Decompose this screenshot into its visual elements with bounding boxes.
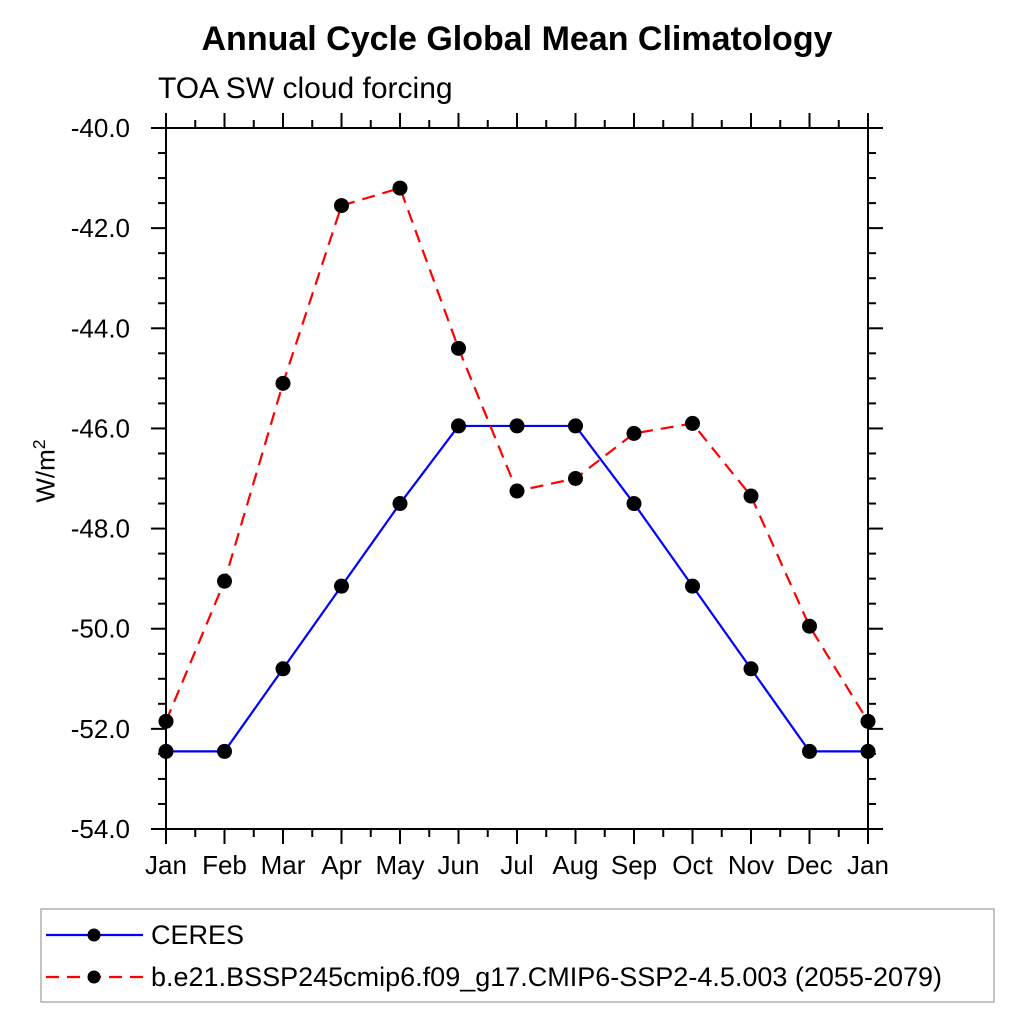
y-axis-label-sup: 2: [29, 439, 49, 450]
series-line-1: [164, 186, 869, 722]
data-point: [392, 180, 408, 196]
data-point: [626, 496, 642, 512]
x-tick-label: Jun: [438, 850, 480, 880]
y-tick-label: -50.0: [71, 614, 130, 644]
data-point: [158, 743, 174, 759]
x-tick-label: Sep: [611, 850, 657, 880]
legend-label: b.e21.BSSP245cmip6.f09_g17.CMIP6-SSP2-4.…: [151, 962, 942, 992]
data-point: [626, 425, 642, 441]
data-point: [509, 418, 525, 434]
data-point: [802, 618, 817, 634]
data-point: [860, 713, 876, 729]
data-point: [685, 415, 700, 431]
legend-marker: [87, 970, 101, 984]
x-tick-label: Nov: [728, 850, 774, 880]
data-point: [568, 471, 583, 486]
x-tick-label: Aug: [552, 850, 598, 880]
data-point: [334, 198, 349, 214]
data-point: [275, 661, 291, 677]
y-axis-label-base: W/m: [30, 449, 61, 503]
x-tick-label: Dec: [786, 850, 832, 880]
legend-marker: [87, 928, 101, 942]
y-tick-label: -44.0: [71, 313, 130, 343]
x-tick-label: Jan: [145, 850, 187, 880]
chart-title: Annual Cycle Global Mean Climatology: [201, 20, 833, 58]
x-tick-label: May: [375, 850, 424, 880]
data-point: [685, 578, 700, 594]
x-tick-label: Feb: [202, 850, 247, 880]
data-point: [451, 340, 466, 356]
data-point: [509, 483, 525, 499]
x-tick-label: Jan: [847, 850, 889, 880]
plot-frame: [165, 127, 869, 830]
data-point: [392, 496, 408, 512]
legend-box: [40, 908, 995, 1003]
y-tick-label: -42.0: [71, 213, 130, 243]
y-axis-label: W/m2: [29, 411, 61, 531]
x-tick-label: Mar: [261, 850, 306, 880]
y-tick-label: -46.0: [71, 413, 130, 443]
data-point: [451, 418, 466, 434]
y-tick-label: -48.0: [71, 514, 130, 544]
data-point: [568, 418, 583, 434]
data-point: [860, 743, 876, 759]
data-point: [743, 488, 759, 504]
y-tick-label: -52.0: [71, 714, 130, 744]
data-point: [743, 661, 759, 677]
data-point: [217, 573, 232, 589]
chart-subtitle: TOA SW cloud forcing: [158, 72, 453, 105]
x-tick-label: Apr: [321, 850, 362, 880]
data-point: [275, 375, 291, 391]
y-tick-label: -40.0: [71, 113, 130, 143]
data-point: [334, 578, 349, 594]
data-point: [802, 743, 817, 759]
x-tick-label: Jul: [500, 850, 533, 880]
x-tick-label: Oct: [672, 850, 713, 880]
data-point: [158, 713, 174, 729]
y-tick-label: -54.0: [71, 814, 130, 844]
data-point: [217, 743, 232, 759]
legend-label: CERES: [151, 920, 244, 950]
series-line-0: [166, 424, 868, 753]
